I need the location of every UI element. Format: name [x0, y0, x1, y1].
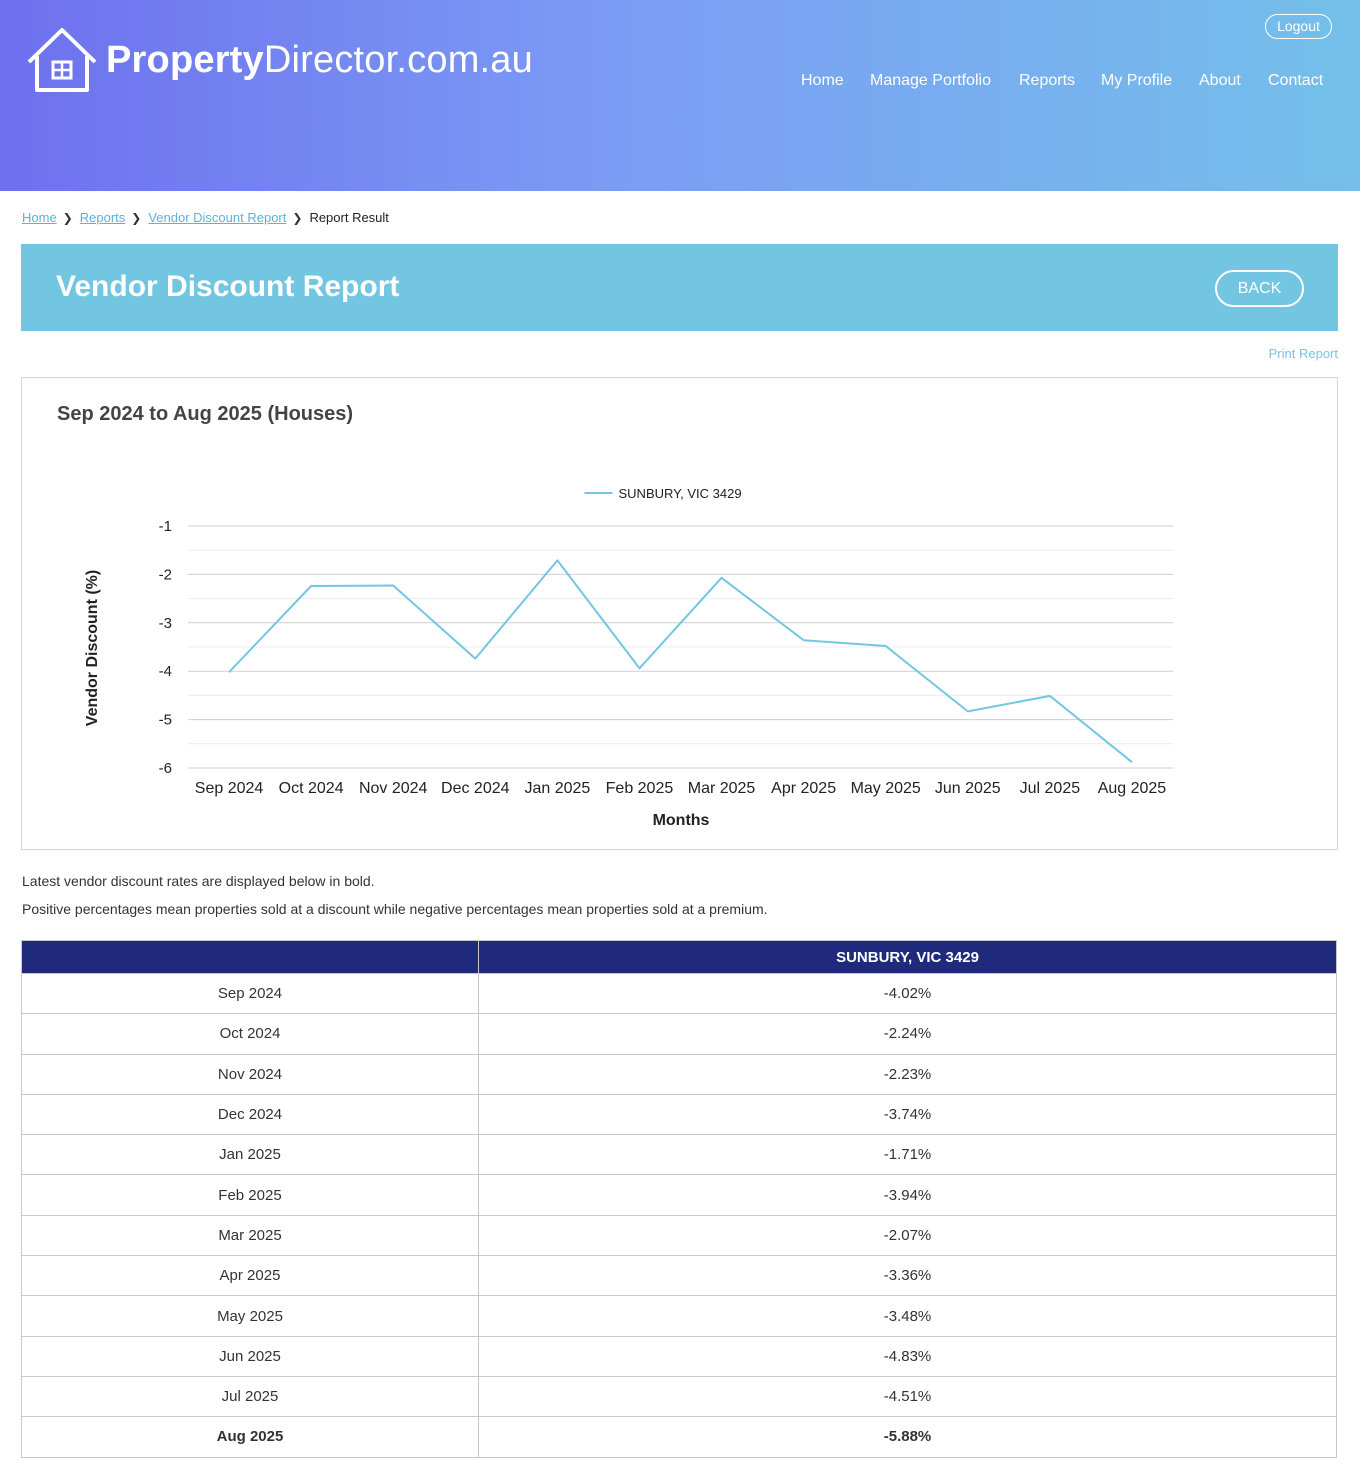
- table-cell-value: -4.02%: [478, 972, 1337, 1015]
- y-tick-label: -1: [159, 518, 172, 535]
- table-row: Mar 2025 -2.07%: [21, 1214, 1337, 1257]
- table-cell-value: -3.36%: [478, 1255, 1337, 1297]
- x-tick-label: Mar 2025: [688, 780, 756, 797]
- table-cell-month: Nov 2024: [21, 1053, 479, 1095]
- x-tick-label: Apr 2025: [771, 780, 836, 797]
- chart-heading: Sep 2024 to Aug 2025 (Houses): [57, 403, 354, 425]
- y-tick-label: -5: [159, 712, 172, 729]
- table-cell-value: -2.07%: [478, 1214, 1337, 1257]
- x-tick-label: Jun 2025: [935, 780, 1001, 797]
- breadcrumb-vendor-discount-report[interactable]: Vendor Discount Report: [148, 210, 287, 225]
- table-cell-value: -4.83%: [478, 1335, 1337, 1377]
- x-tick-label: Feb 2025: [606, 780, 674, 797]
- print-report-link[interactable]: Print Report: [1268, 346, 1338, 361]
- table-row: Oct 2024 -2.24%: [21, 1013, 1337, 1055]
- nav-item-about[interactable]: About: [1199, 72, 1241, 89]
- table-cell-month: May 2025: [21, 1295, 479, 1337]
- series-line: [228, 559, 1133, 763]
- x-tick-label: Aug 2025: [1098, 780, 1167, 797]
- table-row: Feb 2025 -3.94%: [21, 1174, 1337, 1216]
- x-tick-label: Nov 2024: [359, 780, 428, 797]
- page-title-bar: Vendor Discount Report BACK: [21, 244, 1338, 331]
- table-cell-value: -5.88%: [478, 1416, 1337, 1458]
- x-axis-title: Months: [653, 812, 710, 829]
- x-tick-label: May 2025: [851, 780, 921, 797]
- table-header-month: [21, 940, 479, 974]
- y-tick-label: -6: [159, 760, 172, 777]
- nav-item-reports[interactable]: Reports: [1019, 72, 1076, 89]
- table-cell-value: -3.94%: [478, 1174, 1337, 1216]
- table-header-row: SUNBURY, VIC 3429: [21, 940, 1337, 974]
- table-row: Dec 2024 -3.74%: [21, 1093, 1337, 1136]
- table-cell-month: Jun 2025: [21, 1335, 479, 1377]
- back-button[interactable]: BACK: [1215, 270, 1304, 307]
- table-cell-month: Apr 2025: [21, 1255, 479, 1297]
- table-cell-value: -2.24%: [478, 1013, 1337, 1055]
- table-header-suburb: SUNBURY, VIC 3429: [478, 940, 1337, 974]
- logo-text: PropertyDirector.com.au: [106, 39, 533, 82]
- nav-item-contact[interactable]: Contact: [1268, 72, 1324, 89]
- logo-text-light: Director.com.au: [263, 38, 533, 81]
- table-cell-value: -3.74%: [478, 1093, 1337, 1136]
- note-latest-bold: Latest vendor discount rates are display…: [22, 873, 375, 889]
- table-cell-value: -4.51%: [478, 1375, 1337, 1418]
- chart-panel: Sep 2024 to Aug 2025 (Houses) -1 -2 -3 -4 -5…: [21, 377, 1338, 850]
- x-tick-label: Oct 2024: [279, 780, 344, 797]
- y-axis-title: Vendor Discount (%): [84, 570, 101, 726]
- table-cell-value: -1.71%: [478, 1134, 1337, 1176]
- nav-item-manage-portfolio[interactable]: Manage Portfolio: [870, 72, 991, 89]
- x-tick-label: Sep 2024: [195, 780, 264, 797]
- chevron-right-icon: ❯: [62, 210, 73, 225]
- breadcrumb-current: Report Result: [309, 210, 389, 225]
- table-cell-month: Mar 2025: [21, 1214, 479, 1257]
- house-logo-icon: [27, 28, 97, 92]
- table-cell-value: -3.48%: [478, 1295, 1337, 1337]
- page-title: Vendor Discount Report: [56, 270, 400, 303]
- logout-button[interactable]: Logout: [1265, 14, 1332, 39]
- table-cell-month: Feb 2025: [21, 1174, 479, 1216]
- table-row: Jan 2025 -1.71%: [21, 1134, 1337, 1176]
- vendor-discount-chart: -1 -2 -3 -4 -5 -6 Sep 2024 Oct 2024 Nov 2024 Dec …: [84, 486, 1173, 829]
- note-positive-negative: Positive percentages mean properties sol…: [22, 901, 768, 917]
- table-cell-month: Jan 2025: [21, 1134, 479, 1176]
- y-tick-label: -2: [159, 566, 172, 583]
- legend-label: SUNBURY, VIC 3429: [619, 486, 742, 501]
- chevron-right-icon: ❯: [292, 210, 303, 225]
- table-cell-month: Sep 2024: [21, 972, 479, 1015]
- vendor-discount-table: SUNBURY, VIC 3429 Sep 2024 -4.02% Oct 202…: [21, 940, 1337, 1458]
- nav-item-my-profile[interactable]: My Profile: [1101, 72, 1173, 89]
- table-row: Jul 2025 -4.51%: [21, 1375, 1337, 1418]
- x-tick-label: Jul 2025: [1020, 780, 1081, 797]
- y-tick-label: -4: [159, 663, 172, 680]
- y-tick-label: -3: [159, 615, 172, 632]
- x-tick-label: Jan 2025: [524, 780, 590, 797]
- x-tick-label: Dec 2024: [441, 780, 510, 797]
- table-cell-month: Oct 2024: [21, 1013, 479, 1055]
- chevron-right-icon: ❯: [131, 210, 142, 225]
- table-row-latest: Aug 2025 -5.88%: [21, 1416, 1337, 1458]
- table-row: Apr 2025 -3.36%: [21, 1255, 1337, 1297]
- nav-item-home[interactable]: Home: [801, 72, 844, 89]
- logo-text-bold: Property: [106, 38, 264, 81]
- table-cell-month: Aug 2025: [21, 1416, 479, 1458]
- table-row: Nov 2024 -2.23%: [21, 1053, 1337, 1095]
- breadcrumb-reports[interactable]: Reports: [79, 210, 126, 225]
- table-row: Jun 2025 -4.83%: [21, 1335, 1337, 1377]
- table-cell-value: -2.23%: [478, 1053, 1337, 1095]
- table-row: Sep 2024 -4.02%: [21, 972, 1337, 1015]
- site-logo[interactable]: PropertyDirector.com.au: [26, 26, 533, 94]
- table-cell-month: Dec 2024: [21, 1093, 479, 1136]
- table-cell-month: Jul 2025: [21, 1375, 479, 1418]
- table-row: May 2025 -3.48%: [21, 1295, 1337, 1337]
- site-header: PropertyDirector.com.au Logout Home Mana…: [0, 0, 1360, 191]
- breadcrumb: Home ❯ Reports ❯ Vendor Discount Report …: [22, 210, 389, 225]
- breadcrumb-home[interactable]: Home: [22, 210, 57, 225]
